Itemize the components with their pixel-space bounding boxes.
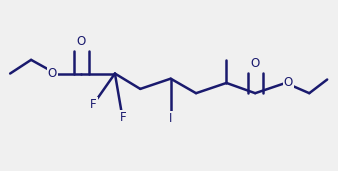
Text: I: I [169,112,172,125]
Text: O: O [76,35,86,48]
Text: F: F [120,111,127,124]
Text: O: O [48,67,57,80]
Text: O: O [284,76,293,89]
Text: O: O [250,57,260,70]
Text: F: F [90,98,97,111]
